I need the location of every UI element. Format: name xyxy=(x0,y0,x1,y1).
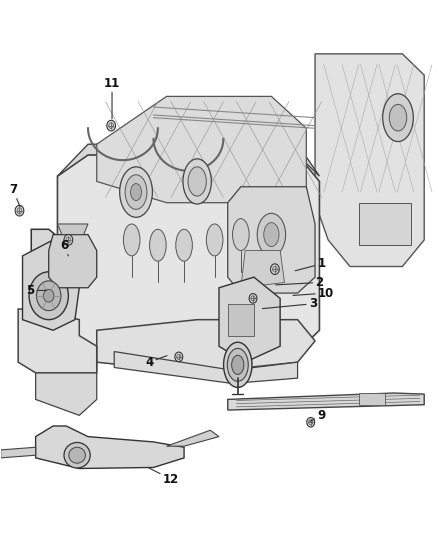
Polygon shape xyxy=(57,155,319,352)
Ellipse shape xyxy=(124,224,140,256)
Text: 10: 10 xyxy=(293,287,334,300)
Text: 6: 6 xyxy=(60,239,68,256)
Text: 3: 3 xyxy=(262,297,317,310)
Text: 12: 12 xyxy=(148,468,179,486)
Circle shape xyxy=(15,205,24,216)
Polygon shape xyxy=(57,144,319,176)
Circle shape xyxy=(271,264,279,274)
Polygon shape xyxy=(228,393,424,410)
Ellipse shape xyxy=(383,94,413,142)
Ellipse shape xyxy=(233,219,249,251)
Polygon shape xyxy=(1,447,35,458)
Polygon shape xyxy=(22,240,79,330)
Polygon shape xyxy=(359,393,385,405)
Circle shape xyxy=(107,120,116,131)
Circle shape xyxy=(249,294,257,303)
Polygon shape xyxy=(359,203,411,245)
Circle shape xyxy=(307,417,314,427)
Ellipse shape xyxy=(257,213,286,256)
Ellipse shape xyxy=(227,349,248,381)
Ellipse shape xyxy=(176,229,192,261)
Polygon shape xyxy=(166,430,219,446)
Text: 7: 7 xyxy=(9,183,20,207)
Polygon shape xyxy=(219,277,280,362)
Circle shape xyxy=(66,237,71,243)
Ellipse shape xyxy=(69,447,85,463)
Polygon shape xyxy=(315,54,424,266)
Text: 5: 5 xyxy=(26,284,47,297)
Circle shape xyxy=(177,354,181,359)
Circle shape xyxy=(308,419,313,425)
Circle shape xyxy=(43,289,54,302)
Text: 11: 11 xyxy=(104,77,120,119)
Text: 2: 2 xyxy=(276,276,324,289)
Ellipse shape xyxy=(64,442,90,468)
Ellipse shape xyxy=(232,356,244,374)
Text: 9: 9 xyxy=(310,409,326,422)
Ellipse shape xyxy=(389,104,407,131)
Polygon shape xyxy=(49,235,97,288)
Circle shape xyxy=(272,266,277,272)
Polygon shape xyxy=(18,309,97,373)
Ellipse shape xyxy=(264,223,279,247)
Circle shape xyxy=(29,272,68,320)
Polygon shape xyxy=(228,187,315,293)
Text: 1: 1 xyxy=(295,257,326,271)
Circle shape xyxy=(17,208,22,214)
Polygon shape xyxy=(97,320,315,373)
Polygon shape xyxy=(31,229,62,320)
Circle shape xyxy=(64,235,73,245)
Polygon shape xyxy=(35,426,184,469)
Ellipse shape xyxy=(188,167,206,196)
Circle shape xyxy=(175,352,183,362)
Polygon shape xyxy=(114,352,297,383)
Circle shape xyxy=(109,123,113,128)
Ellipse shape xyxy=(223,342,252,387)
Ellipse shape xyxy=(125,175,147,209)
Ellipse shape xyxy=(206,224,223,256)
Polygon shape xyxy=(97,96,306,203)
Ellipse shape xyxy=(150,229,166,261)
Polygon shape xyxy=(241,251,285,288)
Circle shape xyxy=(251,296,255,301)
Polygon shape xyxy=(57,224,88,235)
Circle shape xyxy=(36,281,61,311)
Ellipse shape xyxy=(183,159,212,204)
Polygon shape xyxy=(35,362,97,415)
Ellipse shape xyxy=(120,167,152,217)
Polygon shape xyxy=(228,304,254,336)
Ellipse shape xyxy=(131,183,141,200)
Text: 4: 4 xyxy=(145,356,167,369)
